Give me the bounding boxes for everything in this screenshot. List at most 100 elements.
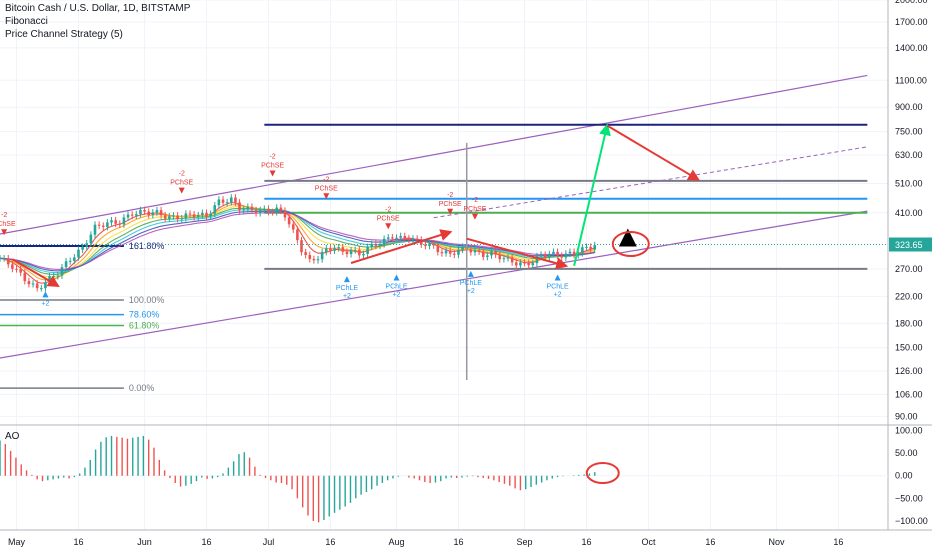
price-axis-label[interactable]: 90.00	[895, 411, 918, 421]
sell-signal-arrow-icon[interactable]	[385, 223, 392, 230]
time-axis-label[interactable]: 16	[705, 537, 715, 547]
last-price-badge[interactable]	[889, 237, 932, 252]
candle-body	[180, 218, 184, 220]
time-axis-label[interactable]: Oct	[641, 537, 656, 547]
price-axis-label[interactable]: 900.00	[895, 102, 923, 112]
candle-body	[329, 248, 332, 251]
candle-body	[523, 262, 526, 264]
candle-body	[403, 236, 407, 239]
buy-signal-arrow-icon[interactable]	[554, 274, 561, 281]
time-axis-label[interactable]: 16	[325, 537, 335, 547]
study-price-channel[interactable]: Price Channel Strategy (5)	[5, 29, 123, 40]
candle-body	[6, 258, 10, 265]
buy-signal-arrow-icon[interactable]	[42, 291, 49, 298]
candle-body	[85, 243, 89, 247]
price-axis-label[interactable]: 410.00	[895, 208, 923, 218]
price-axis-label[interactable]: 126.00	[895, 366, 923, 376]
price-axis-label[interactable]: 750.00	[895, 127, 923, 137]
ao-axis-label[interactable]: −50.00	[895, 493, 923, 503]
price-axis-label[interactable]: 2000.00	[895, 0, 928, 5]
sell-signal-arrow-icon[interactable]	[1, 229, 8, 236]
time-axis-label[interactable]: May	[8, 537, 26, 547]
time-axis-label[interactable]: Aug	[388, 537, 404, 547]
symbol-title[interactable]: Bitcoin Cash / U.S. Dollar, 1D, BITSTAMP	[5, 3, 191, 14]
candle-body	[576, 253, 580, 256]
candle-body	[134, 214, 138, 216]
projection-dashed-line[interactable]	[433, 146, 868, 219]
buy-signal-arrow-icon[interactable]	[467, 270, 474, 277]
time-axis-label[interactable]: Nov	[768, 537, 785, 547]
candle-body	[312, 259, 316, 261]
fib-level-label: 100.00%	[129, 295, 165, 305]
sell-signal-arrow-icon[interactable]	[447, 208, 454, 215]
price-axis-label[interactable]: 270.00	[895, 264, 923, 274]
price-axis-label[interactable]: 220.00	[895, 291, 923, 301]
signal-label: PChSE	[377, 215, 400, 222]
ao-indicator-label[interactable]: AO	[5, 431, 20, 442]
time-axis-label[interactable]: 16	[581, 537, 591, 547]
candle-body	[15, 268, 18, 270]
time-axis-label[interactable]: 16	[73, 537, 83, 547]
signal-qty: -2	[179, 171, 185, 178]
sell-signal-arrow-icon[interactable]	[178, 187, 185, 194]
time-axis-label[interactable]: 16	[453, 537, 463, 547]
candle-body	[159, 210, 163, 216]
time-axis-label[interactable]: Sep	[517, 537, 533, 547]
price-axis-label[interactable]: 630.00	[895, 150, 923, 160]
candle-body	[44, 282, 47, 289]
signal-label: PChLE	[385, 284, 408, 291]
candle-body	[81, 246, 84, 250]
signal-qty: -2	[269, 154, 275, 161]
highlight-ellipse[interactable]	[611, 231, 650, 258]
trend-arrow[interactable]	[466, 237, 569, 270]
candle-body	[40, 288, 43, 290]
candle-body	[308, 254, 312, 260]
ao-highlight-ellipse[interactable]	[585, 462, 620, 485]
ao-axis-label[interactable]: 50.00	[895, 448, 918, 458]
ao-axis-label[interactable]: 100.00	[895, 426, 923, 436]
trend-arrow[interactable]	[606, 124, 701, 181]
candle-body	[527, 262, 530, 266]
channel-line[interactable]	[0, 210, 868, 359]
ao-axis-label[interactable]: 0.00	[895, 471, 913, 481]
candle-body	[106, 222, 109, 228]
trend-arrow[interactable]	[11, 258, 60, 287]
price-axis-label[interactable]: 106.00	[895, 389, 923, 399]
price-axis-label[interactable]: 180.00	[895, 318, 923, 328]
study-fibonacci[interactable]: Fibonacci	[5, 16, 48, 27]
sell-signal-arrow-icon[interactable]	[269, 170, 276, 177]
sell-signal-arrow-icon[interactable]	[471, 213, 478, 220]
candle-body	[234, 197, 237, 203]
candle-body	[192, 214, 196, 218]
candle-body	[498, 254, 502, 260]
candle-body	[560, 255, 564, 258]
sell-signal-arrow-icon[interactable]	[323, 193, 330, 200]
buy-signal-arrow-icon[interactable]	[343, 276, 350, 283]
candle-body	[341, 247, 345, 252]
candle-body	[300, 240, 303, 253]
ao-axis-label[interactable]: −100.00	[895, 516, 928, 526]
time-axis-label[interactable]: Jun	[137, 537, 152, 547]
candle-body	[568, 251, 572, 254]
candle-body	[436, 245, 440, 253]
trend-arrow[interactable]	[573, 123, 611, 267]
signal-label: PChSE	[170, 180, 193, 187]
candle-body	[201, 212, 204, 216]
price-axis-label[interactable]: 1400.00	[895, 43, 928, 53]
candle-body	[407, 238, 411, 240]
signal-label: PChLE	[460, 280, 483, 287]
trend-arrow[interactable]	[350, 229, 453, 264]
time-axis-label[interactable]: 16	[202, 537, 212, 547]
price-axis-label[interactable]: 150.00	[895, 343, 923, 353]
candle-body	[101, 225, 105, 228]
fib-level-label: 161.80%	[129, 241, 165, 251]
buy-signal-arrow-icon[interactable]	[393, 274, 400, 281]
candle-body	[490, 251, 493, 256]
time-axis-label[interactable]: Jul	[263, 537, 275, 547]
candle-body	[263, 208, 266, 211]
time-axis-label[interactable]: 16	[833, 537, 843, 547]
price-axis-label[interactable]: 510.00	[895, 178, 923, 188]
price-axis-label[interactable]: 1700.00	[895, 17, 928, 27]
price-axis-label[interactable]: 1100.00	[895, 75, 927, 85]
